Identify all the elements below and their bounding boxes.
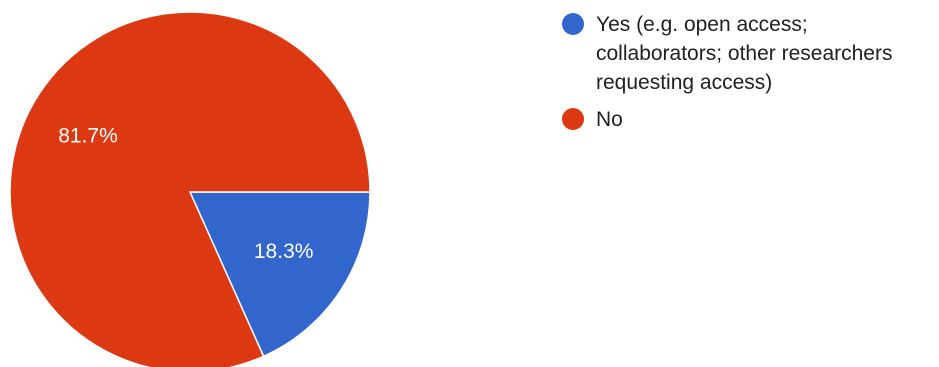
- legend: Yes (e.g. open access; collaborators; ot…: [562, 10, 934, 142]
- pie-slices: [9, 11, 371, 367]
- legend-label-no: No: [596, 108, 623, 131]
- legend-swatch-no: [562, 108, 584, 130]
- slice-label-yes: 18.3%: [254, 240, 314, 263]
- pie-slice-no[interactable]: [9, 11, 371, 367]
- legend-item-yes[interactable]: Yes (e.g. open access; collaborators; ot…: [562, 10, 934, 97]
- pie-slice-yes[interactable]: [188, 191, 371, 358]
- legend-label-yes: Yes (e.g. open access; collaborators; ot…: [596, 13, 893, 94]
- legend-swatch-yes: [562, 13, 584, 35]
- legend-item-no[interactable]: No: [562, 105, 934, 134]
- slice-label-no: 81.7%: [58, 125, 118, 148]
- pie-slice-labels: 18.3% 81.7%: [58, 125, 313, 264]
